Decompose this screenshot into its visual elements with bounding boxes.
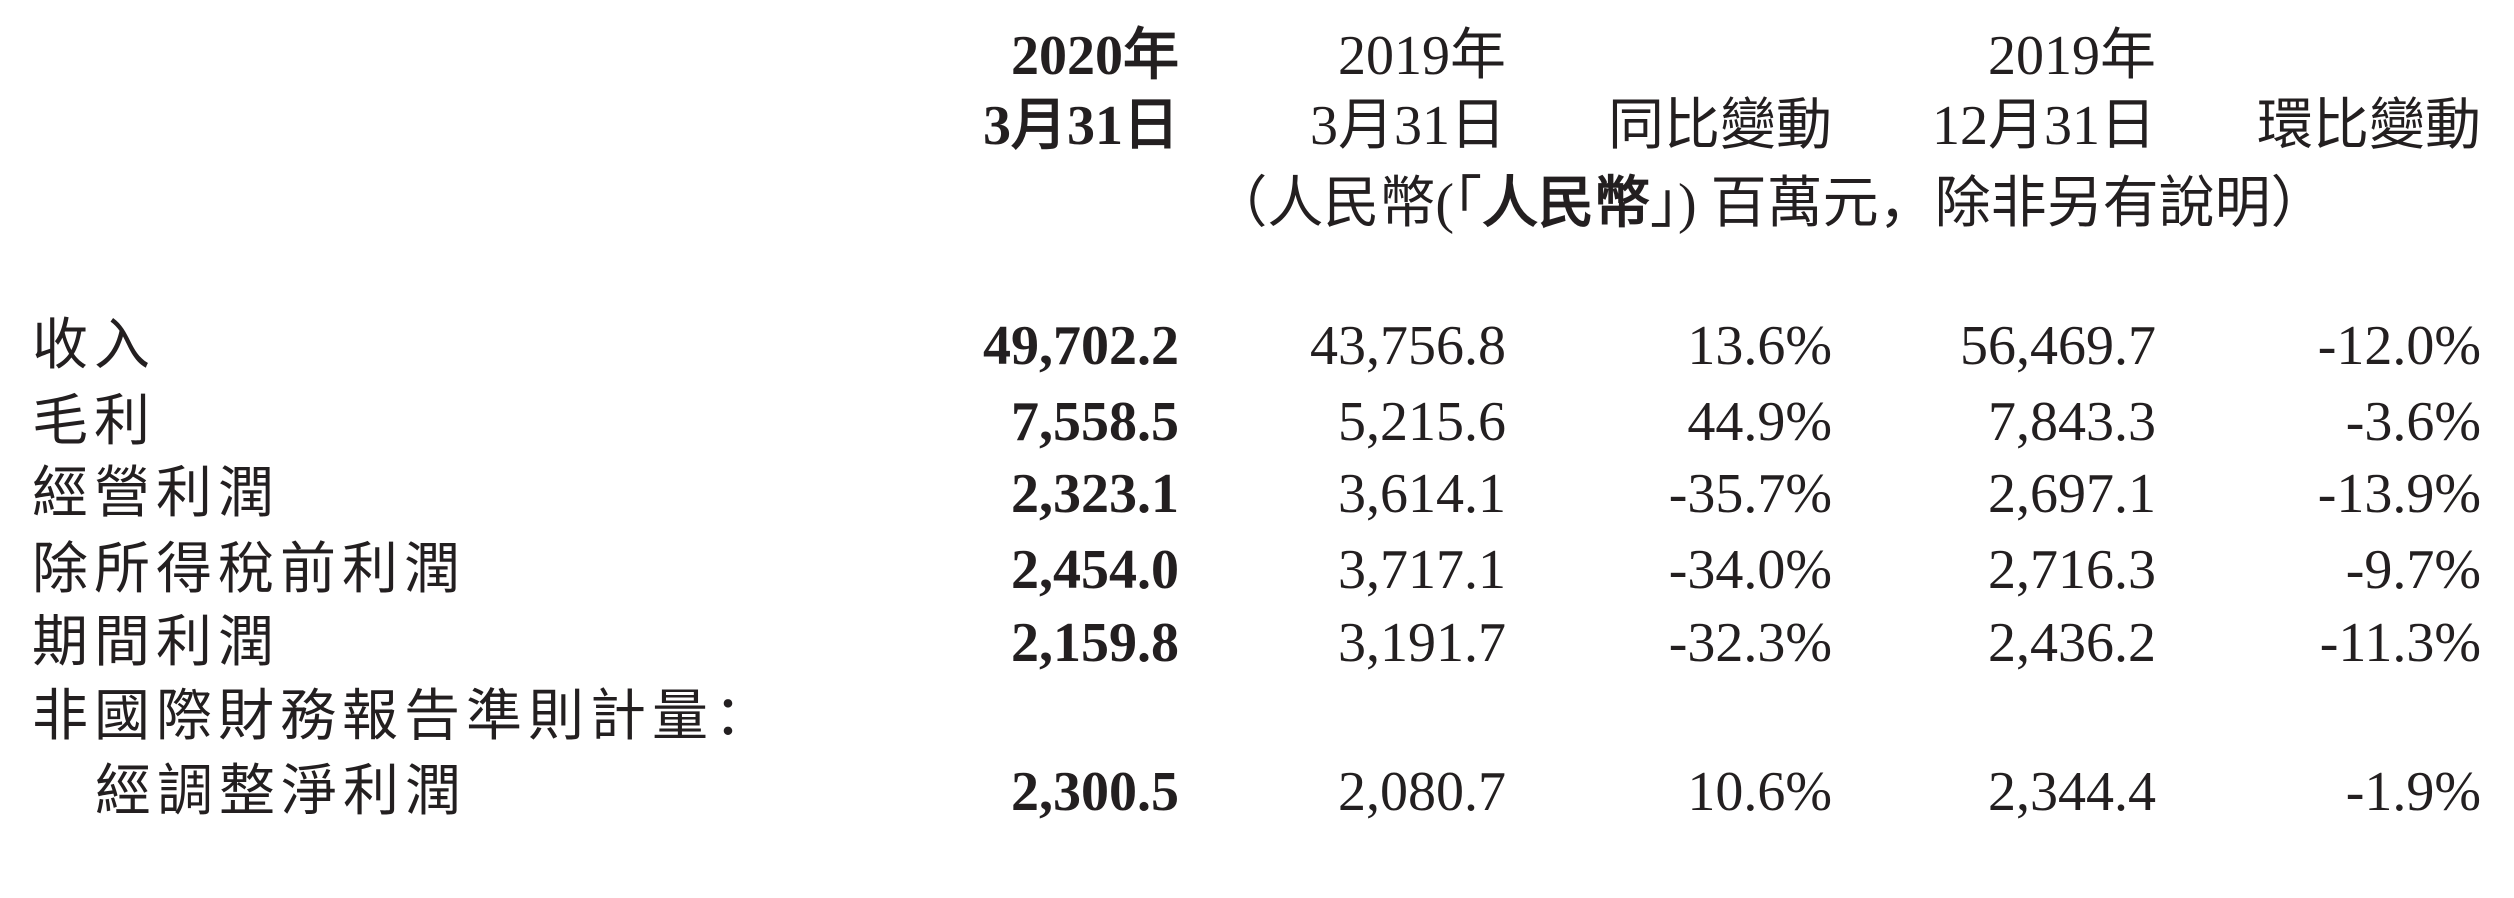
row-value: 2,159.8 [1011,612,1179,674]
header-col3-date: 同比變動 [1608,95,1832,157]
row-label: 除所得稅前利潤 [32,539,466,601]
row-value: 2,344.4 [1988,761,2156,823]
row-value: -1.9% [2345,761,2481,823]
unit-note-suffix: 」) 百萬元，除非另有說明） [1650,173,2327,235]
unit-note-prefix: （人民幣(「 [1211,173,1482,235]
row-value: -32.3% [1668,612,1832,674]
row-value: -11.3% [2319,612,2481,674]
row-value: -13.9% [2317,463,2481,525]
row-value: 3,614.1 [1338,463,1506,525]
row-label: 收入 [32,315,156,377]
header-col1-date: 3月31日 [983,95,1179,157]
header-col2-year: 2019年 [1338,25,1506,87]
row-value: 2,454.0 [1011,539,1179,601]
row-value: 44.9% [1687,391,1832,453]
header-col2-date: 3月31日 [1310,95,1506,157]
row-value: -34.0% [1668,539,1832,601]
row-value: 10.6% [1687,761,1832,823]
header-col1-year: 2020年 [1011,25,1179,87]
row-label: 期間利潤 [32,612,280,674]
row-value: 2,323.1 [1011,463,1179,525]
unit-note: （人民幣(「人民幣」) 百萬元，除非另有說明） [1211,176,2326,232]
row-value: 49,702.2 [983,315,1179,377]
row-value: 3,191.7 [1338,612,1506,674]
row-value: 3,717.1 [1338,539,1506,601]
row-label: 經營利潤 [32,463,280,525]
row-label: 非國際財務報告準則計量： [32,686,776,748]
row-value: 2,697.1 [1988,463,2156,525]
row-value: 13.6% [1687,315,1832,377]
header-col4-date: 12月31日 [1932,95,2156,157]
row-value: 2,716.3 [1988,539,2156,601]
row-value: 2,436.2 [1988,612,2156,674]
unit-note-currency: 人民幣 [1482,173,1650,235]
row-value: 7,558.5 [1011,391,1179,453]
row-value: 56,469.7 [1960,315,2156,377]
row-value: 2,300.5 [1011,761,1179,823]
row-value: -35.7% [1668,463,1832,525]
row-value: -9.7% [2345,539,2481,601]
row-value: 5,215.6 [1338,391,1506,453]
row-value: 2,080.7 [1338,761,1506,823]
row-value: -3.6% [2345,391,2481,453]
row-label: 經調整淨利潤 [95,761,467,823]
header-col5-date: 環比變動 [2257,95,2481,157]
row-value: -12.0% [2317,315,2481,377]
row-label: 毛利 [32,391,156,453]
row-value: 7,843.3 [1988,391,2156,453]
header-col4-year: 2019年 [1988,25,2156,87]
row-value: 43,756.8 [1310,315,1506,377]
